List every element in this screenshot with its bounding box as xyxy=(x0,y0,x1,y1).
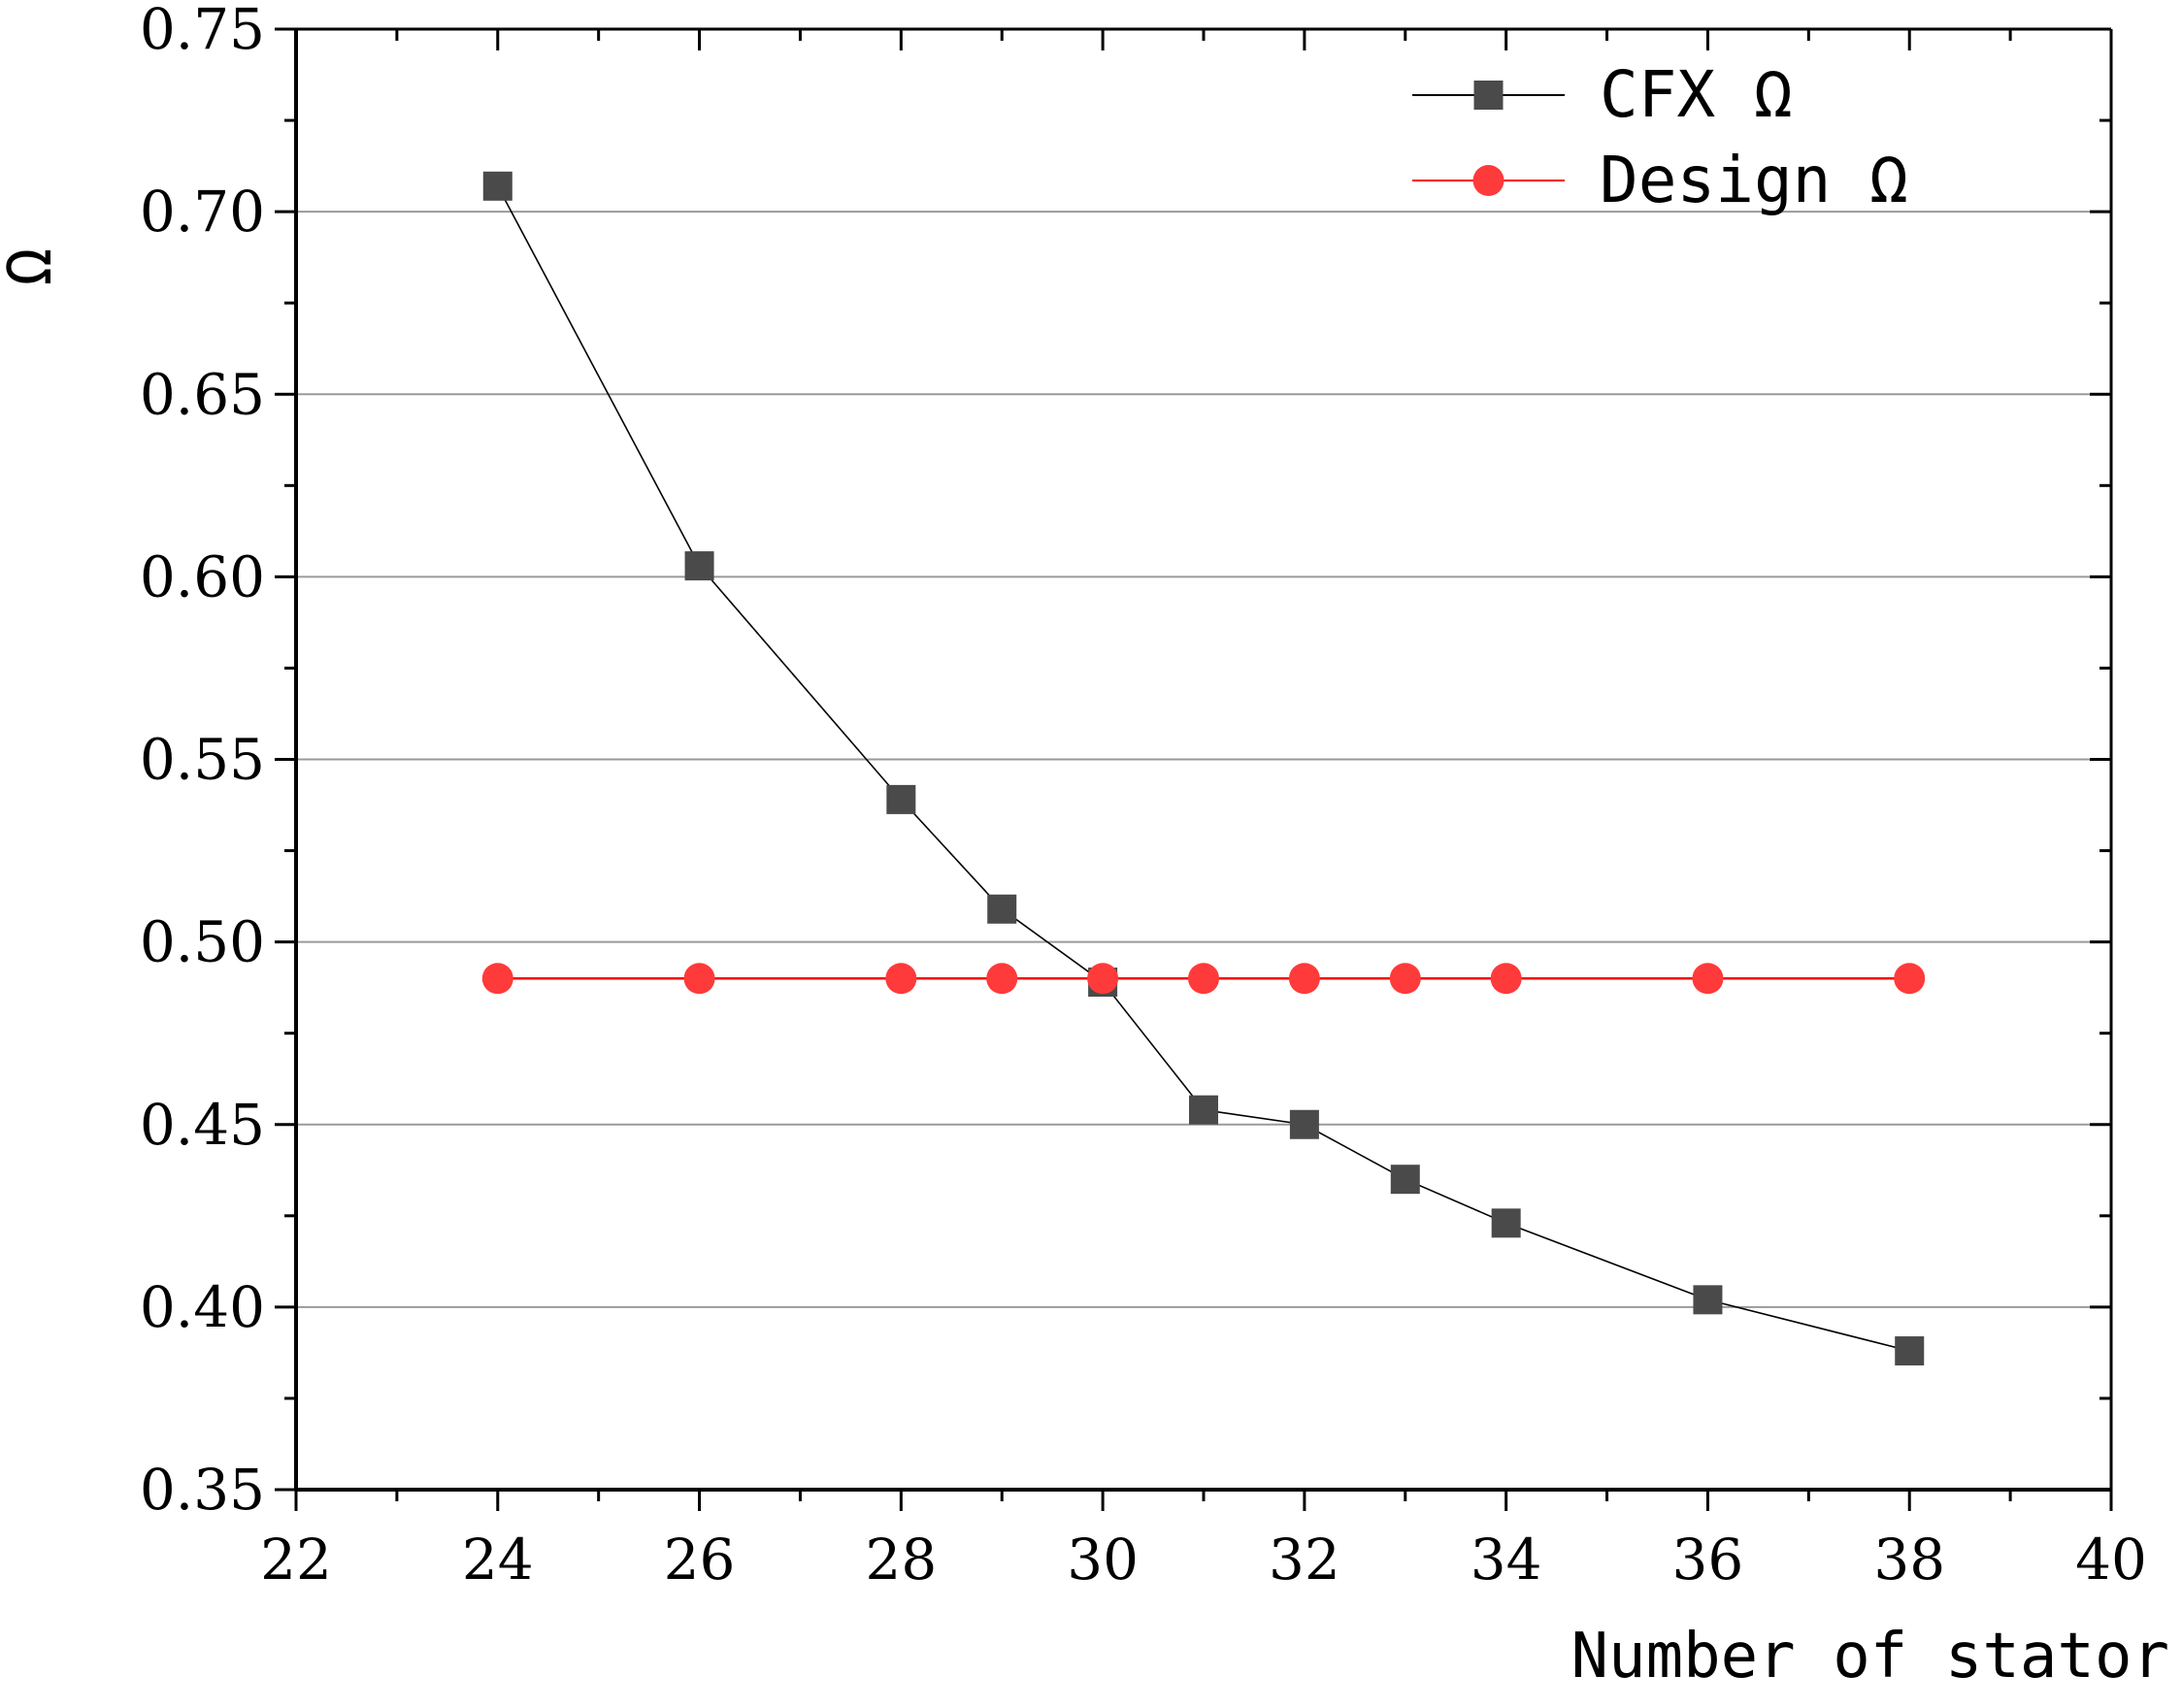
y-tick-label: 0.55 xyxy=(140,727,265,793)
x-tick-label: 34 xyxy=(1471,1527,1542,1593)
x-tick-label: 22 xyxy=(260,1527,332,1593)
data-point-design xyxy=(1389,963,1421,995)
y-tick-label: 0.70 xyxy=(140,179,265,245)
data-point-design xyxy=(1087,963,1119,995)
data-point-cfx xyxy=(987,894,1017,924)
data-point-cfx xyxy=(1390,1165,1420,1195)
data-point-design xyxy=(1692,963,1724,995)
ticks: 22 24 26 28 30 32 34 36 38 40 0.35 0.40 0.45 0.50 0.55… xyxy=(140,0,2147,1593)
data-point-cfx xyxy=(482,171,512,201)
x-axis-title: Number of stator xyxy=(1571,1621,2170,1692)
legend: CFX Ω Design Ω xyxy=(1412,57,1908,217)
data-point-cfx xyxy=(886,784,916,814)
y-tick-label: 0.65 xyxy=(140,361,265,427)
data-point-design xyxy=(1894,963,1926,995)
x-tick-label: 38 xyxy=(1873,1527,1945,1593)
x-tick-label: 24 xyxy=(462,1527,534,1593)
y-axis-title: Ω xyxy=(0,248,66,286)
data-point-cfx xyxy=(1189,1095,1218,1125)
data-point-cfx xyxy=(1693,1285,1723,1315)
data-point-design xyxy=(481,963,513,995)
data-point-design xyxy=(1490,963,1522,995)
data-point-design xyxy=(986,963,1018,995)
data-point-design xyxy=(885,963,917,995)
series-layer xyxy=(481,171,1926,1366)
x-tick-label: 30 xyxy=(1067,1527,1139,1593)
data-point-cfx xyxy=(1491,1208,1521,1238)
legend-label-design: Design Ω xyxy=(1600,143,1908,217)
x-tick-label: 28 xyxy=(865,1527,937,1593)
data-point-cfx xyxy=(1289,1109,1319,1139)
y-tick-label: 0.75 xyxy=(140,0,265,62)
data-point-design xyxy=(1288,963,1320,995)
y-tick-label: 0.60 xyxy=(140,543,265,609)
legend-marker-design xyxy=(1472,165,1504,196)
y-tick-label: 0.45 xyxy=(140,1092,265,1158)
y-tick-label: 0.35 xyxy=(140,1457,265,1523)
x-tick-label: 40 xyxy=(2075,1527,2147,1593)
x-tick-label: 36 xyxy=(1672,1527,1744,1593)
data-point-design xyxy=(1188,963,1219,995)
y-tick-label: 0.50 xyxy=(140,909,265,975)
grid-lines xyxy=(296,211,2111,1308)
series-line-cfx xyxy=(497,185,1910,1352)
legend-label-cfx: CFX Ω xyxy=(1600,57,1793,132)
data-point-cfx xyxy=(684,551,714,581)
x-tick-label: 32 xyxy=(1269,1527,1340,1593)
y-tick-label: 0.40 xyxy=(140,1274,265,1340)
data-point-cfx xyxy=(1895,1336,1925,1366)
legend-marker-cfx xyxy=(1473,81,1504,110)
data-point-design xyxy=(683,963,715,995)
x-tick-label: 26 xyxy=(664,1527,736,1593)
